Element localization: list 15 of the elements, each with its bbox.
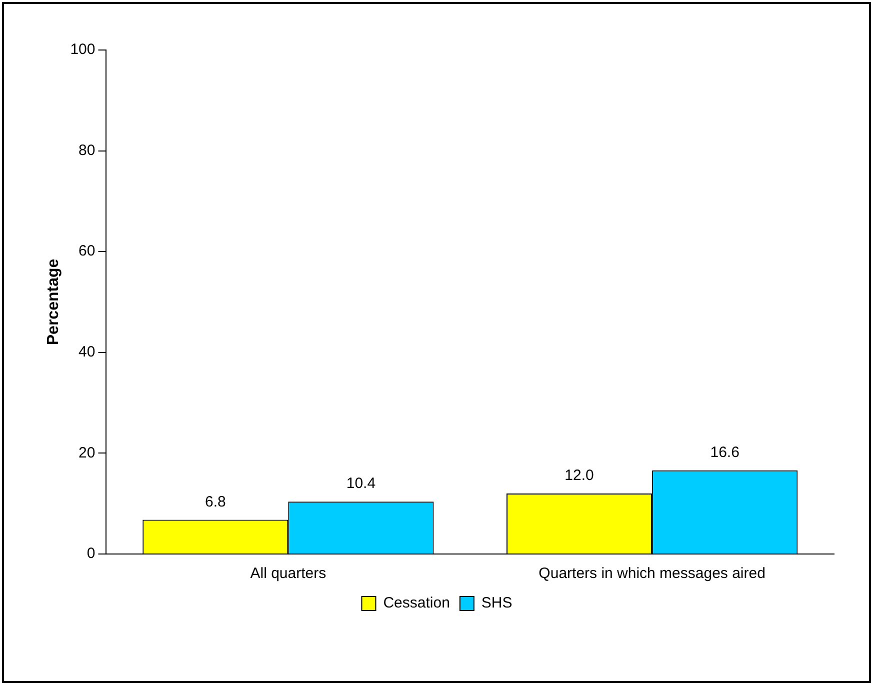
y-axis-title: Percentage <box>45 258 62 346</box>
x-tick-label: All quarters <box>250 565 326 582</box>
y-tick-label: 20 <box>78 444 96 462</box>
y-tick-label: 0 <box>86 545 96 562</box>
data-label: 12.0 <box>564 467 594 484</box>
x-tick-label: Quarters in which messages aired <box>538 565 766 582</box>
data-label: 6.8 <box>204 493 226 510</box>
y-tick-label: 100 <box>70 41 96 58</box>
y-tick-label: 40 <box>78 344 96 361</box>
data-label: 16.6 <box>710 444 740 461</box>
y-tick-label: 80 <box>78 142 96 159</box>
y-tick-label: 60 <box>78 242 96 260</box>
legend-label: Cessation <box>383 594 450 612</box>
data-label: 10.4 <box>346 475 376 492</box>
legend-label: SHS <box>481 594 512 612</box>
